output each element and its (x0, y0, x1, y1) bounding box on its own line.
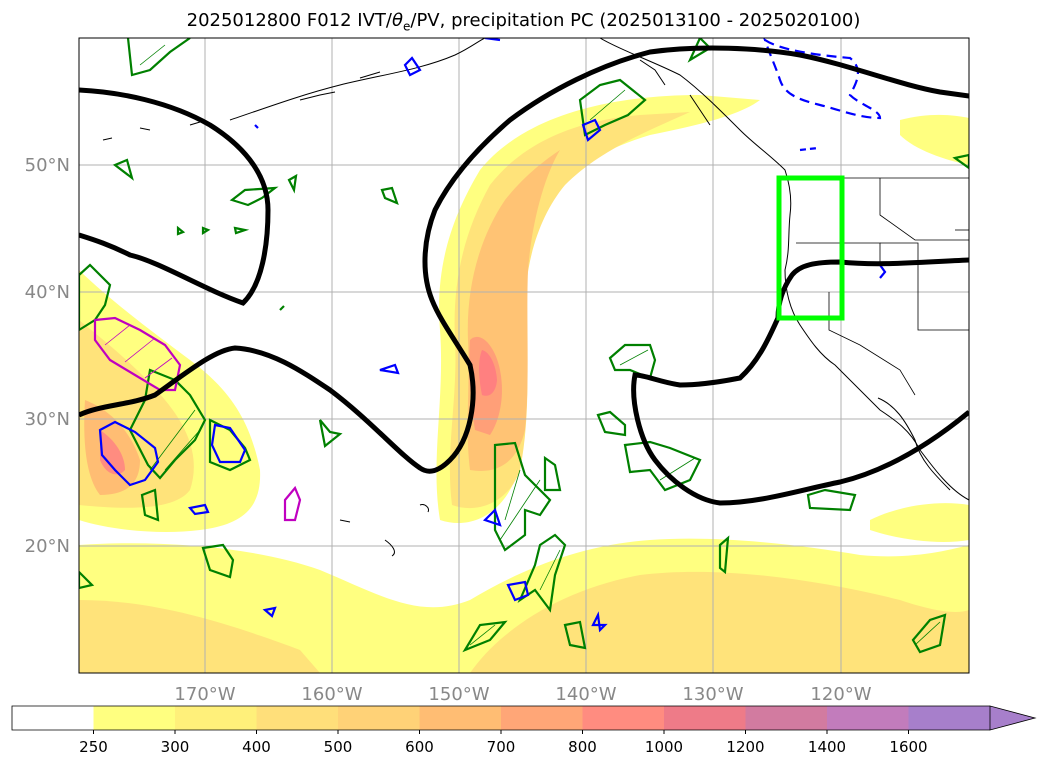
lat-label: 40°N (25, 282, 70, 303)
lon-axis: 170°W 160°W 150°W 140°W 130°W 120°W (174, 684, 871, 705)
colorbar-tick-label: 1400 (808, 738, 846, 756)
colorbar-tick-label: 800 (568, 738, 597, 756)
title-subscript: e (403, 19, 411, 34)
colorbar: 250 300 400 500 600 700 800 1000 1200 1400 1600 (11, 705, 1037, 756)
colorbar-swatch (93, 706, 176, 730)
map-frame (78, 37, 970, 674)
green-hatching (139, 44, 941, 646)
title-prefix: 2025012800 F012 IVT/ (186, 10, 392, 31)
lon-label: 150°W (428, 684, 489, 705)
colorbar-swatch (582, 706, 665, 730)
colorbar-tick-label: 1000 (645, 738, 683, 756)
lat-label: 20°N (25, 536, 70, 557)
colorbar-swatch (501, 706, 583, 730)
lon-label: 120°W (810, 684, 871, 705)
highlight-box (776, 175, 845, 321)
colorbar-tick-label: 700 (487, 738, 516, 756)
map-title: 2025012800 F012 IVT/θe/PV, precipitation… (0, 10, 1047, 34)
title-theta: θ (391, 10, 403, 31)
colorbar-tick-label: 1200 (726, 738, 764, 756)
colorbar-tick-label: 400 (242, 738, 271, 756)
lon-label: 170°W (174, 684, 235, 705)
gridlines (79, 38, 969, 673)
blue-contours (98, 38, 887, 633)
coastlines (102, 38, 969, 557)
colorbar-tick-label: 600 (405, 738, 434, 756)
green-contours (79, 38, 969, 654)
colorbar-swatch (419, 706, 502, 730)
colorbar-swatch (12, 706, 94, 730)
magenta-hatching (104, 324, 173, 379)
colorbar-swatch (338, 706, 420, 730)
colorbar-extend-arrow (989, 705, 1037, 731)
colorbar-swatch (664, 706, 746, 730)
colorbar-swatch (175, 706, 257, 730)
blue-dashed-contour (763, 38, 882, 120)
lon-label: 130°W (682, 684, 743, 705)
colorbar-swatch (745, 706, 828, 730)
lat-axis: 50°N 40°N 30°N 20°N (25, 155, 70, 557)
colorbar-tick-label: 1600 (889, 738, 927, 756)
lon-label: 140°W (555, 684, 616, 705)
title-suffix: /PV, precipitation PC (2025013100 - 2025… (410, 10, 861, 31)
colorbar-tick-label: 300 (161, 738, 190, 756)
black-contours (79, 45, 969, 506)
magenta-contours (93, 316, 302, 522)
colorbar-tick-label: 250 (79, 738, 108, 756)
lat-label: 30°N (25, 409, 70, 430)
lat-label: 50°N (25, 155, 70, 176)
lon-label: 160°W (301, 684, 362, 705)
colorbar-swatch (256, 706, 339, 730)
colorbar-swatch (827, 706, 909, 730)
colorbar-tick-label: 500 (324, 738, 353, 756)
ivt-shading (79, 95, 969, 673)
map-panel (79, 38, 969, 673)
colorbar-swatch (908, 706, 991, 730)
